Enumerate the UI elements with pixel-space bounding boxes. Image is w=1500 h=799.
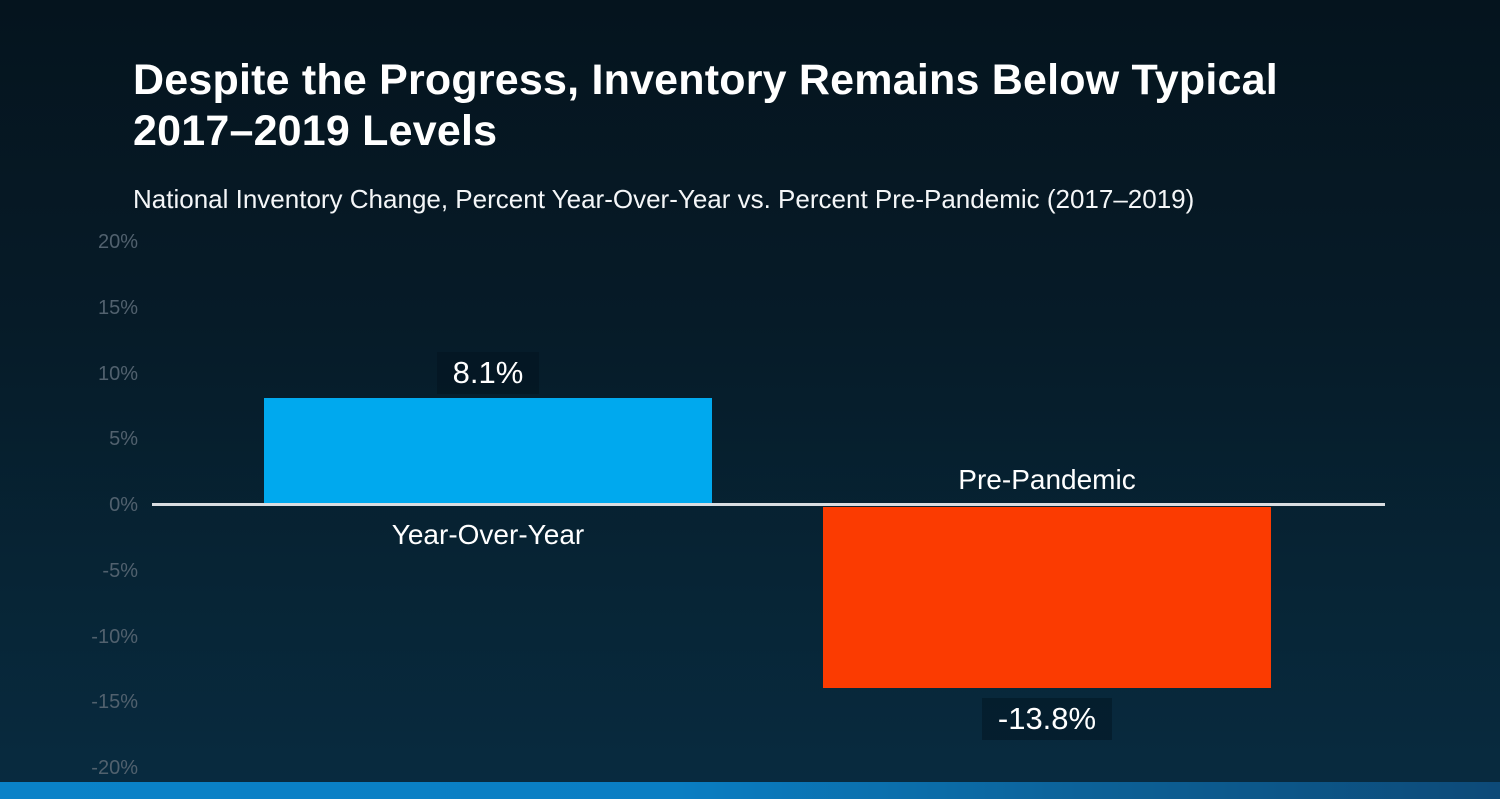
category-label-year-over-year: Year-Over-Year	[391, 519, 585, 550]
footer-accent-strip	[0, 782, 1500, 799]
zero-axis-line	[152, 503, 1385, 506]
y-axis-tick-label: 10%	[97, 362, 138, 385]
data-label-year-over-year: 8.1%	[264, 352, 712, 395]
y-axis-tick-label: -15%	[91, 691, 138, 714]
y-axis-tick-label: 15%	[97, 296, 138, 319]
chart-title: Despite the Progress, Inventory Remains …	[133, 56, 1278, 155]
y-axis-tick-label: 5%	[109, 428, 138, 451]
y-axis-tick-label: -20%	[91, 757, 138, 779]
y-axis-tick-label: 20%	[97, 231, 138, 253]
bar-pre-pandemic	[823, 507, 1271, 689]
category-label-pre-pandemic: Pre-Pandemic	[958, 464, 1136, 495]
y-axis-tick-label: 0%	[109, 494, 138, 516]
chart-subtitle: National Inventory Change, Percent Year-…	[133, 184, 1195, 214]
y-axis-tick-label: -5%	[102, 559, 138, 582]
data-label-pre-pandemic: -13.8%	[823, 698, 1271, 741]
y-axis-tick-label: -10%	[91, 625, 138, 648]
bar-year-over-year	[264, 398, 712, 505]
